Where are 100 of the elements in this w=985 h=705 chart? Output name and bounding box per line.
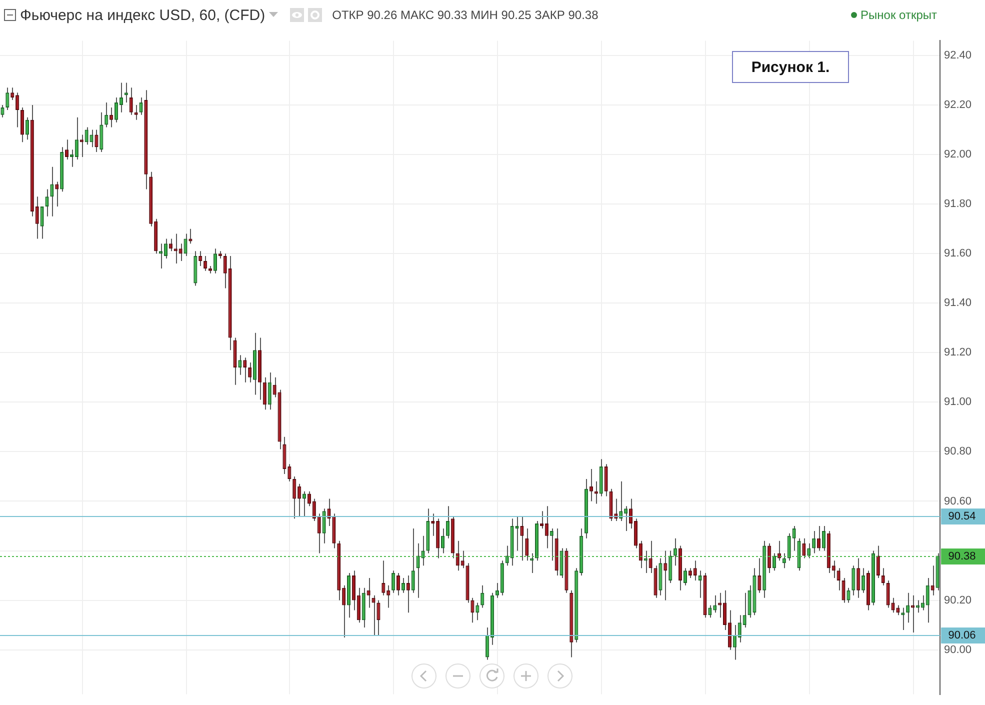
candlestick bbox=[842, 578, 846, 604]
candlestick bbox=[124, 82, 128, 104]
candlestick bbox=[327, 498, 331, 526]
candlestick bbox=[589, 468, 593, 502]
y-tick-label: 91.20 bbox=[944, 346, 972, 359]
candlestick bbox=[35, 196, 39, 240]
candlestick bbox=[238, 354, 242, 376]
candlestick bbox=[530, 552, 534, 574]
candlestick bbox=[65, 139, 69, 160]
candlestick bbox=[693, 560, 697, 581]
chart-title: Фьючерс на индекс USD, 60, (CFD) bbox=[20, 6, 266, 24]
candlestick bbox=[906, 592, 910, 624]
y-tick-label: 92.20 bbox=[944, 99, 972, 112]
y-tick-label: 91.60 bbox=[944, 248, 972, 260]
annotation: Рисунок 1. bbox=[732, 51, 849, 83]
candlestick bbox=[713, 594, 717, 614]
candlestick bbox=[302, 490, 306, 517]
candlestick bbox=[787, 532, 791, 562]
candlestick bbox=[100, 112, 104, 153]
candlestick bbox=[916, 600, 920, 614]
candlestick bbox=[80, 134, 84, 158]
candlestick bbox=[525, 528, 529, 562]
candlestick bbox=[184, 233, 188, 257]
candlestick bbox=[708, 604, 712, 618]
candlestick bbox=[862, 568, 866, 594]
candlestick bbox=[90, 129, 94, 148]
candlestick bbox=[505, 545, 509, 566]
candlestick bbox=[94, 129, 98, 153]
candlestick bbox=[40, 206, 44, 240]
candlestick bbox=[164, 238, 168, 260]
candlestick bbox=[822, 525, 826, 552]
candlestick bbox=[896, 604, 900, 616]
y-tick-label: 90.80 bbox=[944, 446, 972, 458]
candlestick bbox=[732, 624, 736, 660]
candlestick bbox=[911, 594, 915, 633]
candlestick bbox=[648, 540, 652, 574]
candlestick bbox=[777, 540, 781, 562]
candlestick bbox=[480, 584, 484, 608]
candlestick bbox=[204, 256, 208, 272]
candlestick bbox=[446, 506, 450, 539]
candlestick bbox=[322, 508, 326, 544]
candlestick bbox=[495, 582, 499, 598]
candlestick bbox=[16, 92, 20, 128]
candlestick bbox=[6, 87, 10, 110]
candlestick bbox=[886, 580, 890, 608]
candlestick bbox=[856, 558, 860, 598]
candlestick bbox=[223, 253, 227, 289]
text: Рынок открыт bbox=[860, 8, 937, 22]
candlestick bbox=[50, 166, 54, 217]
candlestick bbox=[881, 568, 885, 586]
candlestick bbox=[644, 550, 648, 574]
candlestick bbox=[0, 104, 4, 118]
candlestick bbox=[307, 490, 311, 507]
candlestick bbox=[515, 516, 519, 552]
candlestick bbox=[456, 540, 460, 572]
candlestick bbox=[792, 525, 796, 552]
candlestick bbox=[431, 513, 435, 536]
y-tick-label: 90.00 bbox=[944, 644, 972, 656]
candlestick bbox=[382, 560, 386, 596]
candlestick bbox=[104, 102, 108, 128]
candlestick bbox=[460, 550, 464, 569]
candlestick bbox=[396, 572, 400, 596]
candlestick bbox=[298, 483, 302, 517]
candlestick bbox=[832, 560, 836, 579]
candlestick bbox=[891, 597, 895, 614]
candlestick bbox=[366, 578, 370, 608]
y-tick-label: 91.40 bbox=[944, 297, 972, 310]
candlestick bbox=[45, 188, 49, 217]
candlestick bbox=[174, 233, 178, 264]
candlestick bbox=[272, 376, 276, 398]
candlestick bbox=[688, 568, 692, 579]
candlestick bbox=[248, 362, 252, 383]
ref-line-label: 90.54 bbox=[948, 510, 976, 523]
candlestick bbox=[401, 578, 405, 594]
candlestick bbox=[243, 357, 247, 383]
candlestick bbox=[930, 565, 934, 596]
candlestick bbox=[698, 570, 702, 598]
y-tick-label: 90.20 bbox=[944, 594, 972, 606]
candlestick bbox=[817, 525, 821, 552]
candlestick bbox=[406, 575, 410, 614]
candlestick bbox=[386, 584, 390, 608]
candlestick bbox=[342, 584, 346, 638]
candlestick bbox=[550, 528, 554, 562]
candlestick bbox=[213, 248, 217, 274]
candlestick bbox=[604, 464, 608, 497]
candlestick bbox=[802, 538, 806, 559]
candlestick bbox=[168, 238, 172, 252]
candlestick bbox=[198, 250, 202, 266]
candlestick bbox=[742, 592, 746, 628]
candlestick bbox=[476, 602, 480, 621]
candlestick bbox=[20, 106, 24, 143]
candlestick bbox=[376, 600, 380, 636]
candlestick bbox=[852, 565, 856, 596]
candlestick bbox=[624, 506, 628, 532]
candlestick bbox=[178, 243, 182, 262]
candlestick bbox=[25, 116, 29, 140]
candlestick bbox=[926, 578, 930, 624]
candlestick bbox=[758, 558, 762, 594]
candlestick bbox=[738, 614, 742, 643]
candlestick bbox=[139, 97, 143, 116]
